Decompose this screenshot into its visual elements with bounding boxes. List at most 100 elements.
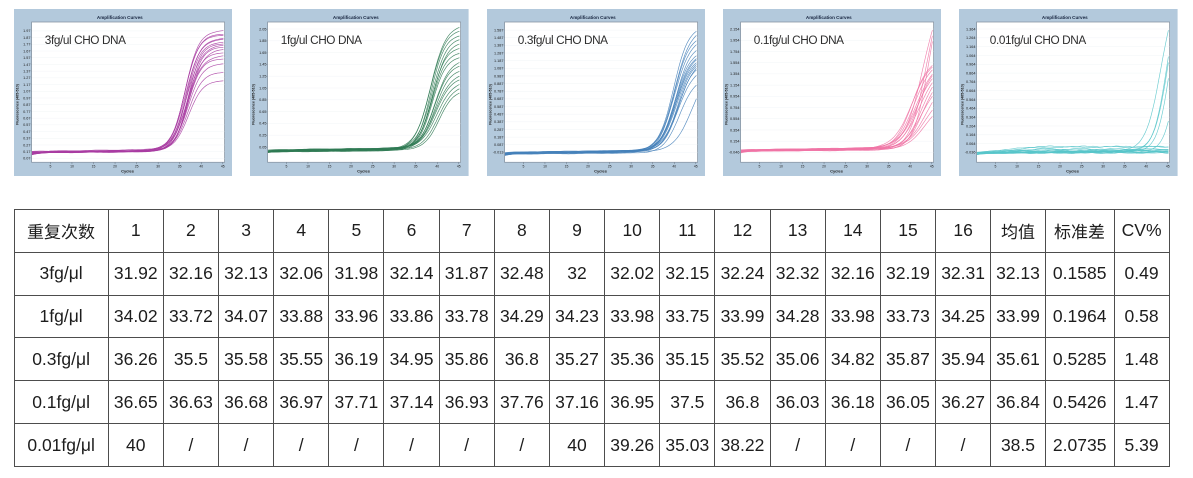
svg-text:0.887: 0.887 <box>494 81 503 85</box>
svg-text:1.27: 1.27 <box>23 76 30 80</box>
svg-text:5: 5 <box>522 164 524 168</box>
svg-text:15: 15 <box>801 164 805 168</box>
svg-text:1.354: 1.354 <box>730 72 739 76</box>
svg-text:1.17: 1.17 <box>23 82 30 86</box>
svg-text:1.954: 1.954 <box>730 38 739 42</box>
svg-text:30: 30 <box>1101 164 1105 168</box>
svg-text:1.05: 1.05 <box>259 86 266 90</box>
svg-text:Cycles: Cycles <box>594 168 608 173</box>
svg-text:15: 15 <box>92 164 96 168</box>
svg-text:Fluorescence (465-510): Fluorescence (465-510) <box>15 83 19 125</box>
svg-text:1.37: 1.37 <box>23 69 30 73</box>
svg-text:Fluorescence (465-510): Fluorescence (465-510) <box>960 83 964 125</box>
svg-text:40: 40 <box>199 164 203 168</box>
svg-text:35: 35 <box>887 164 891 168</box>
svg-text:0.287: 0.287 <box>494 127 503 131</box>
svg-text:0.45: 0.45 <box>259 121 266 125</box>
svg-text:40: 40 <box>908 164 912 168</box>
svg-text:0.464: 0.464 <box>966 106 975 110</box>
svg-text:Cycles: Cycles <box>357 168 371 173</box>
svg-text:Amplification Curves: Amplification Curves <box>569 14 615 19</box>
svg-text:45: 45 <box>221 164 225 168</box>
svg-text:25: 25 <box>135 164 139 168</box>
svg-text:0.087: 0.087 <box>494 143 503 147</box>
svg-text:40: 40 <box>1145 164 1149 168</box>
svg-text:1.47: 1.47 <box>23 62 30 66</box>
svg-text:0.964: 0.964 <box>966 62 975 66</box>
svg-text:1.554: 1.554 <box>730 61 739 65</box>
svg-text:20: 20 <box>113 164 117 168</box>
svg-text:5: 5 <box>49 164 51 168</box>
svg-text:1.754: 1.754 <box>730 49 739 53</box>
svg-text:0.387: 0.387 <box>494 120 503 124</box>
svg-text:1.264: 1.264 <box>966 36 975 40</box>
svg-text:1.97: 1.97 <box>23 29 30 33</box>
svg-text:-0.013: -0.013 <box>492 150 503 154</box>
svg-text:Fluorescence (465-510): Fluorescence (465-510) <box>724 83 728 125</box>
svg-text:2.154: 2.154 <box>730 27 739 31</box>
svg-text:1fg/ul CHO DNA: 1fg/ul CHO DNA <box>281 34 362 47</box>
svg-text:0.564: 0.564 <box>966 97 975 101</box>
svg-text:0.05: 0.05 <box>259 145 266 149</box>
svg-text:15: 15 <box>328 164 332 168</box>
svg-text:0.17: 0.17 <box>23 150 30 154</box>
svg-text:1.087: 1.087 <box>494 66 503 70</box>
svg-text:1.487: 1.487 <box>494 36 503 40</box>
svg-text:40: 40 <box>672 164 676 168</box>
svg-text:0.25: 0.25 <box>259 133 266 137</box>
svg-text:-0.046: -0.046 <box>729 150 740 154</box>
svg-text:0.864: 0.864 <box>966 71 975 75</box>
svg-text:10: 10 <box>70 164 74 168</box>
svg-text:1.87: 1.87 <box>23 35 30 39</box>
svg-text:0.85: 0.85 <box>259 98 266 102</box>
svg-text:0.587: 0.587 <box>494 104 503 108</box>
svg-text:Cycles: Cycles <box>121 168 135 173</box>
svg-text:0.954: 0.954 <box>730 94 739 98</box>
svg-text:0.064: 0.064 <box>966 141 975 145</box>
svg-text:0.3fg/ul CHO DNA: 0.3fg/ul CHO DNA <box>517 34 607 47</box>
svg-text:1.57: 1.57 <box>23 56 30 60</box>
svg-text:20: 20 <box>349 164 353 168</box>
svg-text:0.264: 0.264 <box>966 124 975 128</box>
svg-text:1.164: 1.164 <box>966 44 975 48</box>
svg-text:0.27: 0.27 <box>23 143 30 147</box>
svg-text:1.187: 1.187 <box>494 59 503 63</box>
svg-text:30: 30 <box>392 164 396 168</box>
svg-text:0.687: 0.687 <box>494 97 503 101</box>
svg-text:45: 45 <box>457 164 461 168</box>
svg-text:0.787: 0.787 <box>494 89 503 93</box>
svg-text:Amplification Curves: Amplification Curves <box>97 14 143 19</box>
svg-text:0.67: 0.67 <box>23 116 30 120</box>
svg-text:Amplification Curves: Amplification Curves <box>806 14 852 19</box>
svg-text:30: 30 <box>156 164 160 168</box>
svg-text:0.1fg/ul CHO DNA: 0.1fg/ul CHO DNA <box>754 34 844 47</box>
svg-text:45: 45 <box>930 164 934 168</box>
svg-text:15: 15 <box>1037 164 1041 168</box>
svg-text:0.164: 0.164 <box>966 133 975 137</box>
svg-text:1.364: 1.364 <box>966 27 975 31</box>
svg-text:5: 5 <box>286 164 288 168</box>
svg-text:30: 30 <box>629 164 633 168</box>
svg-text:45: 45 <box>693 164 697 168</box>
svg-text:0.47: 0.47 <box>23 129 30 133</box>
svg-text:0.57: 0.57 <box>23 123 30 127</box>
svg-text:5: 5 <box>995 164 997 168</box>
svg-text:10: 10 <box>779 164 783 168</box>
svg-text:0.77: 0.77 <box>23 109 30 113</box>
svg-text:1.85: 1.85 <box>259 39 266 43</box>
svg-text:0.97: 0.97 <box>23 96 30 100</box>
svg-text:35: 35 <box>178 164 182 168</box>
svg-text:-0.036: -0.036 <box>965 150 976 154</box>
svg-text:20: 20 <box>822 164 826 168</box>
svg-text:1.064: 1.064 <box>966 53 975 57</box>
svg-text:1.154: 1.154 <box>730 83 739 87</box>
svg-text:5: 5 <box>758 164 760 168</box>
svg-text:40: 40 <box>436 164 440 168</box>
svg-text:0.987: 0.987 <box>494 74 503 78</box>
svg-text:1.387: 1.387 <box>494 43 503 47</box>
svg-text:0.354: 0.354 <box>730 128 739 132</box>
svg-text:1.65: 1.65 <box>259 50 266 54</box>
svg-text:25: 25 <box>371 164 375 168</box>
svg-text:0.07: 0.07 <box>23 156 30 160</box>
svg-text:3fg/ul CHO DNA: 3fg/ul CHO DNA <box>45 34 126 47</box>
